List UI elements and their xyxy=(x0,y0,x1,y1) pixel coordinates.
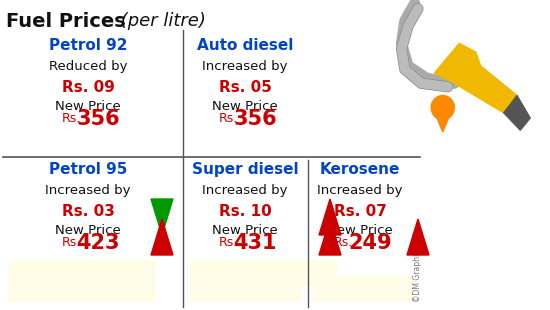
Text: New Price: New Price xyxy=(212,224,278,237)
Text: Super diesel: Super diesel xyxy=(192,162,298,177)
Polygon shape xyxy=(319,219,341,255)
Text: Rs. 07: Rs. 07 xyxy=(333,204,387,219)
Circle shape xyxy=(431,95,454,120)
Text: 249: 249 xyxy=(348,233,392,253)
Text: Increased by: Increased by xyxy=(202,184,288,197)
Polygon shape xyxy=(319,199,341,235)
Text: 423: 423 xyxy=(76,233,120,253)
Text: New Price: New Price xyxy=(212,100,278,113)
Text: (per litre): (per litre) xyxy=(115,12,206,30)
Text: Rs.: Rs. xyxy=(334,237,353,250)
Text: Increased by: Increased by xyxy=(317,184,403,197)
Text: Rs.: Rs. xyxy=(219,113,238,126)
Polygon shape xyxy=(454,52,517,113)
Text: 356: 356 xyxy=(233,109,277,129)
Polygon shape xyxy=(434,43,476,83)
Text: New Price: New Price xyxy=(55,100,121,113)
Polygon shape xyxy=(407,219,429,255)
FancyBboxPatch shape xyxy=(8,276,156,302)
FancyBboxPatch shape xyxy=(8,260,156,286)
FancyBboxPatch shape xyxy=(190,276,302,302)
Text: 431: 431 xyxy=(233,233,277,253)
Text: 356: 356 xyxy=(76,109,120,129)
Text: Kerosene: Kerosene xyxy=(320,162,400,177)
Text: Rs.: Rs. xyxy=(219,237,238,250)
FancyBboxPatch shape xyxy=(190,260,338,286)
Text: Rs. 03: Rs. 03 xyxy=(62,204,114,219)
Text: ©DM GraphicDesk: ©DM GraphicDesk xyxy=(413,231,422,302)
Text: Rs.: Rs. xyxy=(62,237,81,250)
FancyBboxPatch shape xyxy=(313,276,413,302)
Text: Rs.: Rs. xyxy=(62,113,81,126)
Polygon shape xyxy=(151,199,173,235)
Text: Petrol 92: Petrol 92 xyxy=(49,38,127,53)
Text: Auto diesel: Auto diesel xyxy=(197,38,293,53)
Text: Rs. 10: Rs. 10 xyxy=(219,204,271,219)
Polygon shape xyxy=(151,219,173,255)
Text: Reduced by: Reduced by xyxy=(49,60,127,73)
Text: Petrol 95: Petrol 95 xyxy=(49,162,127,177)
Text: New Price: New Price xyxy=(327,224,393,237)
Polygon shape xyxy=(431,104,454,132)
Text: Increased by: Increased by xyxy=(45,184,131,197)
Text: Rs. 05: Rs. 05 xyxy=(218,80,272,95)
Text: Increased by: Increased by xyxy=(202,60,288,73)
Polygon shape xyxy=(504,95,530,130)
Text: New Price: New Price xyxy=(55,224,121,237)
Text: Rs. 09: Rs. 09 xyxy=(62,80,114,95)
Text: Fuel Prices: Fuel Prices xyxy=(6,12,126,31)
